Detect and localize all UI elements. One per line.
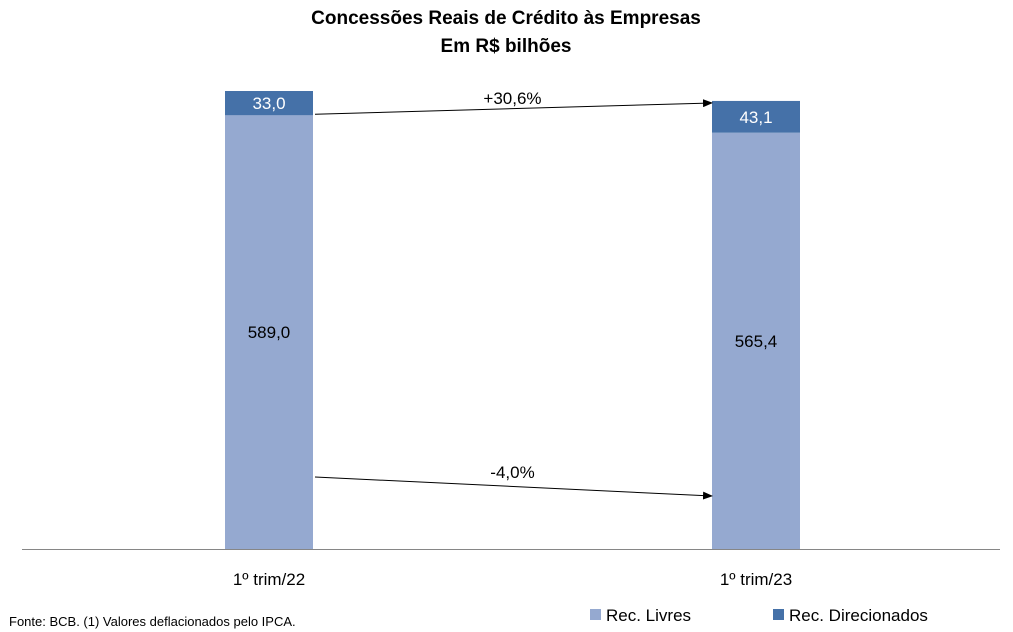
bars-layer: 589,0 33,0 565,4 43,1 — [225, 91, 800, 550]
annotation-rec-direcionados: +30,6% — [483, 89, 541, 108]
data-label-rec-livres-1-trim-22: 589,0 — [248, 323, 291, 342]
annotation-rec-livres: -4,0% — [490, 463, 534, 482]
legend: Rec. Livres Rec. Direcionados — [590, 606, 928, 625]
legend-label-rec-direcionados: Rec. Direcionados — [789, 606, 928, 625]
annotation-layer: +30,6% -4,0% — [314, 89, 713, 500]
chart-subtitle: Em R$ bilhões — [441, 36, 572, 57]
bar-rec-livres-1-trim-23 — [712, 132, 800, 550]
data-label-rec-direcionados-1-trim-22: 33,0 — [252, 94, 285, 113]
legend-label-rec-livres: Rec. Livres — [606, 606, 691, 625]
bar-rec-livres-1-trim-22 — [225, 115, 313, 549]
tick-label-layer: 1º trim/22 1º trim/23 — [233, 570, 792, 589]
data-label-rec-livres-1-trim-23: 565,4 — [735, 332, 778, 351]
x-tick-label-1-trim-22: 1º trim/22 — [233, 570, 305, 589]
legend-swatch-rec-livres — [590, 609, 601, 620]
data-label-rec-direcionados-1-trim-23: 43,1 — [739, 108, 772, 127]
x-tick-label-1-trim-23: 1º trim/23 — [720, 570, 792, 589]
source-note: Fonte: BCB. (1) Valores deflacionados pe… — [9, 614, 296, 629]
arrow-rec-livres — [314, 476, 713, 500]
legend-swatch-rec-direcionados — [773, 609, 784, 620]
arrow-rec-direcionados — [314, 99, 713, 115]
bar-rec-direcionados-1-trim-23 — [712, 100, 800, 133]
chart-title: Concessões Reais de Crédito às Empresas — [311, 8, 701, 29]
bar-rec-direcionados-1-trim-22 — [225, 91, 313, 116]
